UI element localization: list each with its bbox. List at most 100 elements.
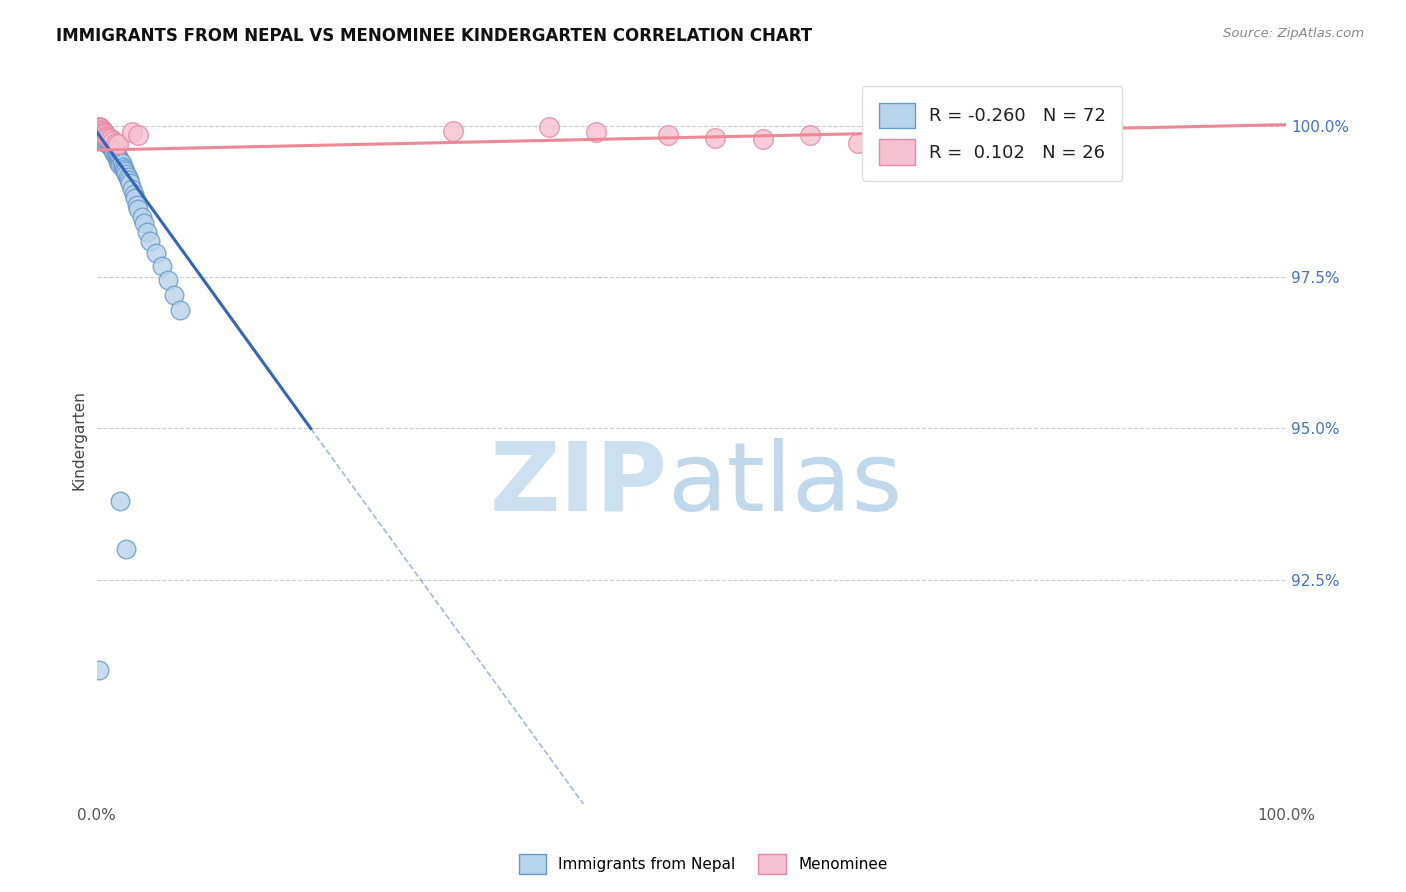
Point — [89, 126, 111, 140]
Legend: Immigrants from Nepal, Menominee: Immigrants from Nepal, Menominee — [512, 848, 894, 880]
Point — [103, 142, 125, 156]
Point — [104, 136, 127, 150]
Point — [443, 124, 465, 138]
Point — [89, 120, 111, 134]
Point — [110, 153, 132, 168]
Point — [111, 156, 134, 170]
Point — [87, 664, 110, 678]
Point — [704, 131, 727, 145]
Point — [93, 126, 115, 140]
Text: Source: ZipAtlas.com: Source: ZipAtlas.com — [1223, 27, 1364, 40]
Text: atlas: atlas — [668, 438, 903, 531]
Point — [799, 128, 821, 142]
Point — [135, 225, 157, 239]
Point — [977, 132, 1000, 146]
Point — [103, 134, 125, 148]
Point — [96, 128, 118, 143]
Point — [134, 216, 156, 230]
Point — [90, 125, 112, 139]
Point — [89, 123, 111, 137]
Y-axis label: Kindergarten: Kindergarten — [72, 391, 86, 491]
Point — [90, 121, 112, 136]
Point — [91, 123, 114, 137]
Point — [91, 129, 114, 144]
Point — [163, 288, 186, 302]
Point — [93, 125, 115, 139]
Point — [97, 131, 120, 145]
Point — [107, 155, 129, 169]
Point — [156, 273, 179, 287]
Point — [91, 125, 114, 139]
Point — [111, 160, 134, 174]
Point — [115, 167, 138, 181]
Point — [751, 132, 773, 146]
Point — [89, 123, 111, 137]
Point — [150, 259, 173, 273]
Point — [118, 177, 141, 191]
Point — [107, 150, 129, 164]
Point — [93, 128, 115, 142]
Point — [657, 128, 679, 142]
Point — [87, 128, 110, 142]
Point — [96, 128, 118, 142]
Point — [108, 152, 131, 166]
Point — [127, 128, 149, 142]
Point — [115, 542, 138, 557]
Point — [122, 186, 145, 201]
Point — [89, 129, 111, 144]
Point — [124, 191, 146, 205]
Point — [96, 129, 118, 144]
Point — [103, 145, 125, 159]
Point — [585, 125, 607, 139]
Point — [87, 120, 110, 134]
Point — [87, 120, 110, 134]
Point — [94, 129, 117, 144]
Legend: R = -0.260   N = 72, R =  0.102   N = 26: R = -0.260 N = 72, R = 0.102 N = 26 — [862, 87, 1122, 181]
Text: IMMIGRANTS FROM NEPAL VS MENOMINEE KINDERGARTEN CORRELATION CHART: IMMIGRANTS FROM NEPAL VS MENOMINEE KINDE… — [56, 27, 813, 45]
Point — [91, 134, 114, 148]
Point — [100, 132, 122, 146]
Point — [97, 138, 120, 153]
Point — [90, 128, 112, 143]
Point — [96, 136, 118, 150]
Point — [145, 246, 167, 260]
Point — [94, 134, 117, 148]
Point — [93, 132, 115, 146]
Point — [89, 132, 111, 146]
Point — [100, 140, 122, 154]
Point — [169, 303, 191, 318]
Point — [89, 121, 111, 136]
Point — [98, 134, 121, 148]
Point — [112, 162, 135, 177]
Point — [121, 125, 143, 139]
Point — [894, 138, 917, 153]
Point — [100, 136, 122, 150]
Point — [139, 234, 162, 248]
Point — [103, 146, 125, 161]
Point — [846, 136, 869, 150]
Point — [110, 158, 132, 172]
Point — [118, 173, 141, 187]
Point — [105, 148, 128, 162]
Point — [103, 140, 125, 154]
Text: ZIP: ZIP — [489, 438, 668, 531]
Point — [537, 120, 560, 134]
Point — [107, 136, 129, 151]
Point — [110, 494, 132, 508]
Point — [98, 138, 121, 153]
Point — [101, 138, 124, 153]
Point — [97, 131, 120, 145]
Point — [117, 170, 139, 185]
Point — [94, 128, 117, 142]
Point — [114, 164, 136, 178]
Point — [97, 134, 120, 148]
Point — [91, 126, 114, 140]
Point — [90, 124, 112, 138]
Point — [127, 202, 149, 217]
Point — [121, 182, 143, 196]
Point — [104, 145, 127, 159]
Point — [104, 149, 127, 163]
Point — [96, 131, 118, 145]
Point — [90, 132, 112, 146]
Point — [94, 126, 117, 140]
